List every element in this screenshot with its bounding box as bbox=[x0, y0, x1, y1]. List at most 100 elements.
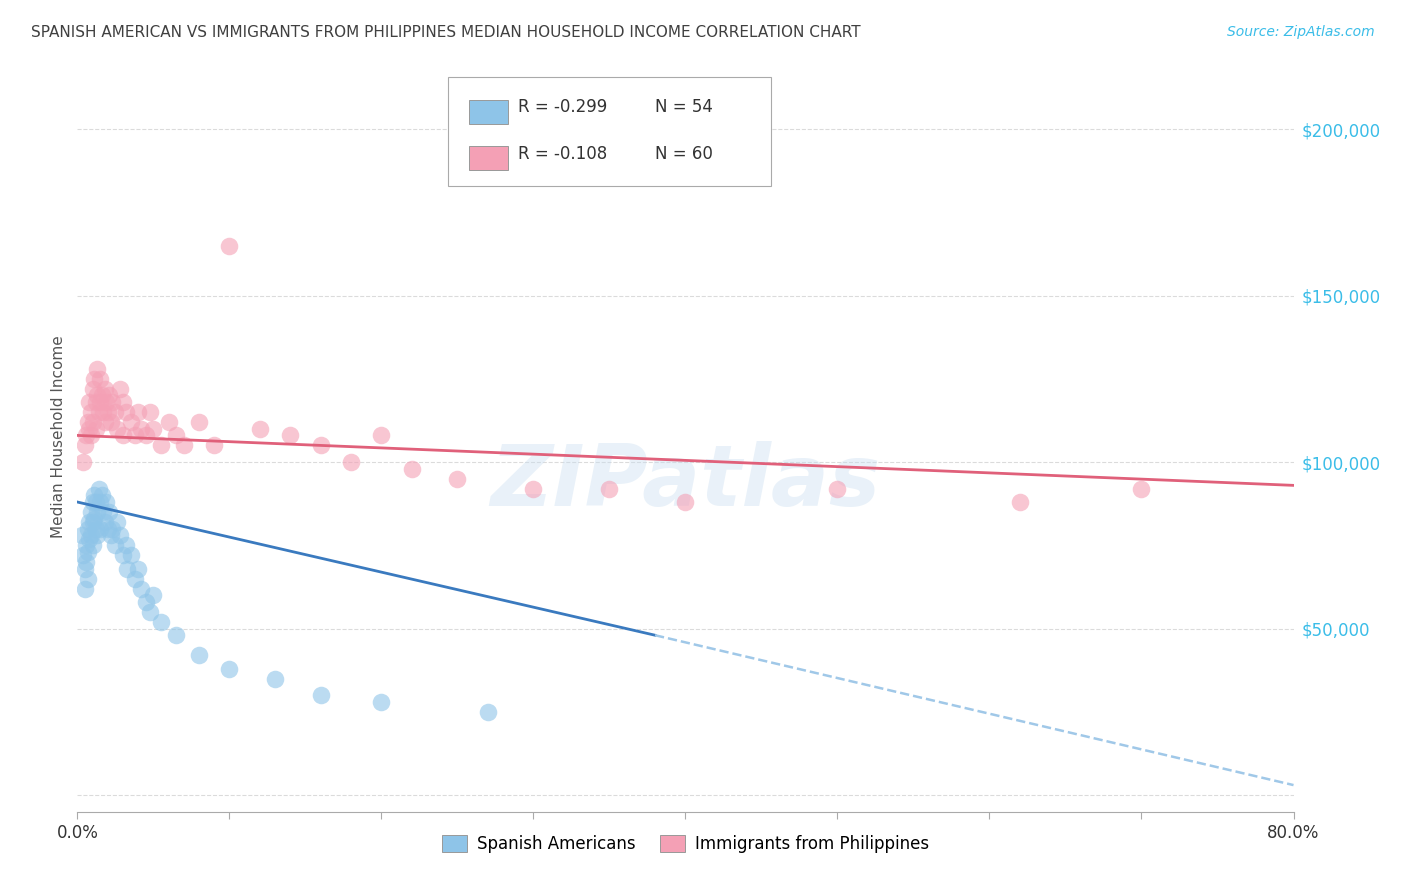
Point bbox=[96, 395, 118, 409]
Point bbox=[79, 532, 101, 546]
Point bbox=[218, 238, 240, 252]
Point bbox=[309, 688, 332, 702]
Point bbox=[135, 595, 157, 609]
Point bbox=[104, 405, 127, 419]
Point bbox=[1008, 495, 1031, 509]
Point bbox=[139, 405, 162, 419]
Point bbox=[82, 495, 104, 509]
Point bbox=[90, 388, 112, 402]
Point bbox=[73, 438, 96, 452]
Point bbox=[135, 428, 157, 442]
Point bbox=[101, 522, 124, 536]
Point bbox=[278, 428, 301, 442]
Text: N = 54: N = 54 bbox=[655, 98, 713, 116]
Point bbox=[79, 515, 101, 529]
Point bbox=[91, 405, 114, 419]
Point bbox=[79, 422, 101, 436]
Point bbox=[84, 422, 107, 436]
Point bbox=[124, 572, 146, 586]
Point bbox=[87, 405, 110, 419]
Point bbox=[120, 549, 142, 563]
Point bbox=[77, 522, 100, 536]
Point bbox=[82, 382, 104, 396]
Point bbox=[93, 382, 115, 396]
Point bbox=[89, 395, 111, 409]
Point bbox=[75, 538, 97, 552]
Point bbox=[80, 405, 103, 419]
Point bbox=[827, 482, 849, 496]
Point bbox=[98, 505, 121, 519]
Point bbox=[188, 415, 211, 429]
Point bbox=[83, 511, 105, 525]
Text: R = -0.299: R = -0.299 bbox=[517, 98, 607, 116]
Point bbox=[142, 422, 165, 436]
Point bbox=[111, 428, 134, 442]
Point bbox=[100, 415, 122, 429]
Point bbox=[80, 505, 103, 519]
Point bbox=[86, 388, 108, 402]
Point bbox=[86, 528, 108, 542]
Point bbox=[127, 561, 149, 575]
Point bbox=[72, 549, 94, 563]
Point bbox=[97, 522, 120, 536]
Point bbox=[370, 695, 392, 709]
Point bbox=[111, 549, 134, 563]
Point bbox=[75, 555, 97, 569]
Point bbox=[101, 395, 124, 409]
Point bbox=[79, 395, 101, 409]
Text: N = 60: N = 60 bbox=[655, 145, 713, 163]
Point bbox=[142, 588, 165, 602]
Point bbox=[87, 482, 110, 496]
Text: SPANISH AMERICAN VS IMMIGRANTS FROM PHILIPPINES MEDIAN HOUSEHOLD INCOME CORRELAT: SPANISH AMERICAN VS IMMIGRANTS FROM PHIL… bbox=[31, 25, 860, 40]
FancyBboxPatch shape bbox=[470, 146, 508, 170]
Point bbox=[108, 528, 131, 542]
Point bbox=[84, 495, 107, 509]
Point bbox=[73, 582, 96, 596]
Point bbox=[477, 705, 499, 719]
Point bbox=[309, 438, 332, 452]
Point bbox=[522, 482, 544, 496]
FancyBboxPatch shape bbox=[470, 100, 508, 124]
Y-axis label: Median Household Income: Median Household Income bbox=[51, 335, 66, 539]
Point bbox=[72, 455, 94, 469]
Point bbox=[82, 538, 104, 552]
Point bbox=[173, 438, 195, 452]
Point bbox=[120, 415, 142, 429]
Point bbox=[73, 561, 96, 575]
Point bbox=[129, 582, 152, 596]
Point bbox=[80, 428, 103, 442]
Point bbox=[149, 438, 172, 452]
Legend: Spanish Americans, Immigrants from Philippines: Spanish Americans, Immigrants from Phili… bbox=[434, 828, 936, 860]
Point bbox=[83, 488, 105, 502]
Point bbox=[202, 438, 225, 452]
Point bbox=[80, 528, 103, 542]
Point bbox=[86, 361, 108, 376]
Text: ZIPatlas: ZIPatlas bbox=[491, 441, 880, 524]
Point bbox=[115, 405, 138, 419]
Point bbox=[83, 372, 105, 386]
Point bbox=[598, 482, 620, 496]
Point bbox=[129, 422, 152, 436]
Point bbox=[98, 388, 121, 402]
Point bbox=[93, 415, 115, 429]
Point bbox=[157, 415, 180, 429]
Point bbox=[82, 415, 104, 429]
Point bbox=[100, 528, 122, 542]
Point bbox=[117, 561, 139, 575]
Point bbox=[91, 505, 114, 519]
Point bbox=[124, 428, 146, 442]
Point bbox=[90, 488, 112, 502]
Point bbox=[111, 395, 134, 409]
FancyBboxPatch shape bbox=[449, 78, 770, 186]
Point bbox=[446, 472, 468, 486]
Point bbox=[264, 672, 287, 686]
Point bbox=[84, 522, 107, 536]
Point bbox=[127, 405, 149, 419]
Point bbox=[89, 495, 111, 509]
Point bbox=[188, 648, 211, 663]
Point bbox=[105, 422, 128, 436]
Point bbox=[340, 455, 363, 469]
Text: Source: ZipAtlas.com: Source: ZipAtlas.com bbox=[1227, 25, 1375, 39]
Point bbox=[84, 395, 107, 409]
Point bbox=[77, 572, 100, 586]
